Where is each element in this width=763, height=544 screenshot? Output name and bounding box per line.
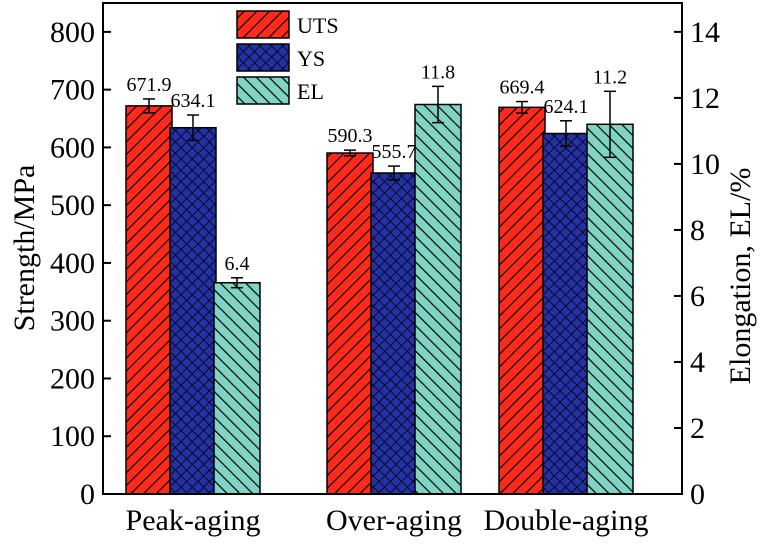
data-label-el: 6.4 bbox=[225, 253, 250, 275]
bar-el bbox=[213, 281, 261, 495]
bar-uts bbox=[326, 152, 374, 495]
y2-tick-label: 8 bbox=[690, 214, 705, 247]
x-tick-label: Double-aging bbox=[484, 504, 649, 537]
y2-tick-label: 12 bbox=[690, 82, 720, 115]
legend-label-ys: YS bbox=[297, 46, 325, 71]
x-tick-label: Over-aging bbox=[326, 504, 462, 537]
data-label-ys: 624.1 bbox=[544, 96, 589, 118]
y-tick-label: 400 bbox=[50, 247, 95, 280]
legend-swatch-el bbox=[236, 76, 290, 105]
y-tick-label: 800 bbox=[50, 16, 95, 49]
data-label-uts: 590.3 bbox=[328, 125, 373, 147]
bar-el bbox=[414, 103, 462, 495]
data-label-el: 11.8 bbox=[421, 61, 455, 83]
data-label-uts: 671.9 bbox=[127, 74, 172, 96]
data-label-ys: 634.1 bbox=[171, 90, 216, 112]
data-label-uts: 669.4 bbox=[500, 77, 545, 99]
legend-label-uts: UTS bbox=[297, 13, 339, 38]
y2-tick-label: 2 bbox=[690, 412, 705, 445]
y2-tick-label: 0 bbox=[690, 478, 705, 511]
y2-tick-label: 4 bbox=[690, 346, 705, 379]
y2-tick-label: 6 bbox=[690, 280, 705, 313]
plot-frame bbox=[102, 2, 683, 495]
bar-uts bbox=[498, 106, 546, 495]
y-tick-label: 500 bbox=[50, 189, 95, 222]
legend: UTS YS EL bbox=[236, 10, 339, 105]
legend-swatch-ys bbox=[236, 43, 290, 72]
y-tick-label: 0 bbox=[80, 478, 95, 511]
bar-uts bbox=[125, 105, 173, 495]
y2-tick-label: 10 bbox=[690, 148, 720, 181]
bar-el bbox=[586, 123, 634, 495]
x-tick-label: Peak-aging bbox=[126, 504, 261, 537]
y-tick-label: 200 bbox=[50, 362, 95, 395]
bar-ys bbox=[370, 172, 418, 495]
ticks-layer: 0 100 200 300 400 500 600 700 800 0 2 4 6 8 10 12 14 bbox=[50, 16, 720, 511]
y-tick-label: 100 bbox=[50, 420, 95, 453]
legend-label-el: EL bbox=[297, 79, 324, 104]
bar-ys bbox=[542, 132, 590, 495]
data-label-ys: 555.7 bbox=[372, 141, 417, 163]
y-tick-label: 300 bbox=[50, 305, 95, 338]
y2-axis-title: Elongation, EL/% bbox=[724, 168, 757, 385]
y-tick-label: 600 bbox=[50, 131, 95, 164]
data-label-el: 11.2 bbox=[593, 66, 627, 88]
y-tick-label: 700 bbox=[50, 74, 95, 107]
y2-tick-label: 14 bbox=[690, 16, 720, 49]
y-axis-title: Strength/MPa bbox=[8, 165, 41, 332]
bar-ys bbox=[169, 126, 217, 495]
legend-swatch-uts bbox=[236, 10, 290, 39]
